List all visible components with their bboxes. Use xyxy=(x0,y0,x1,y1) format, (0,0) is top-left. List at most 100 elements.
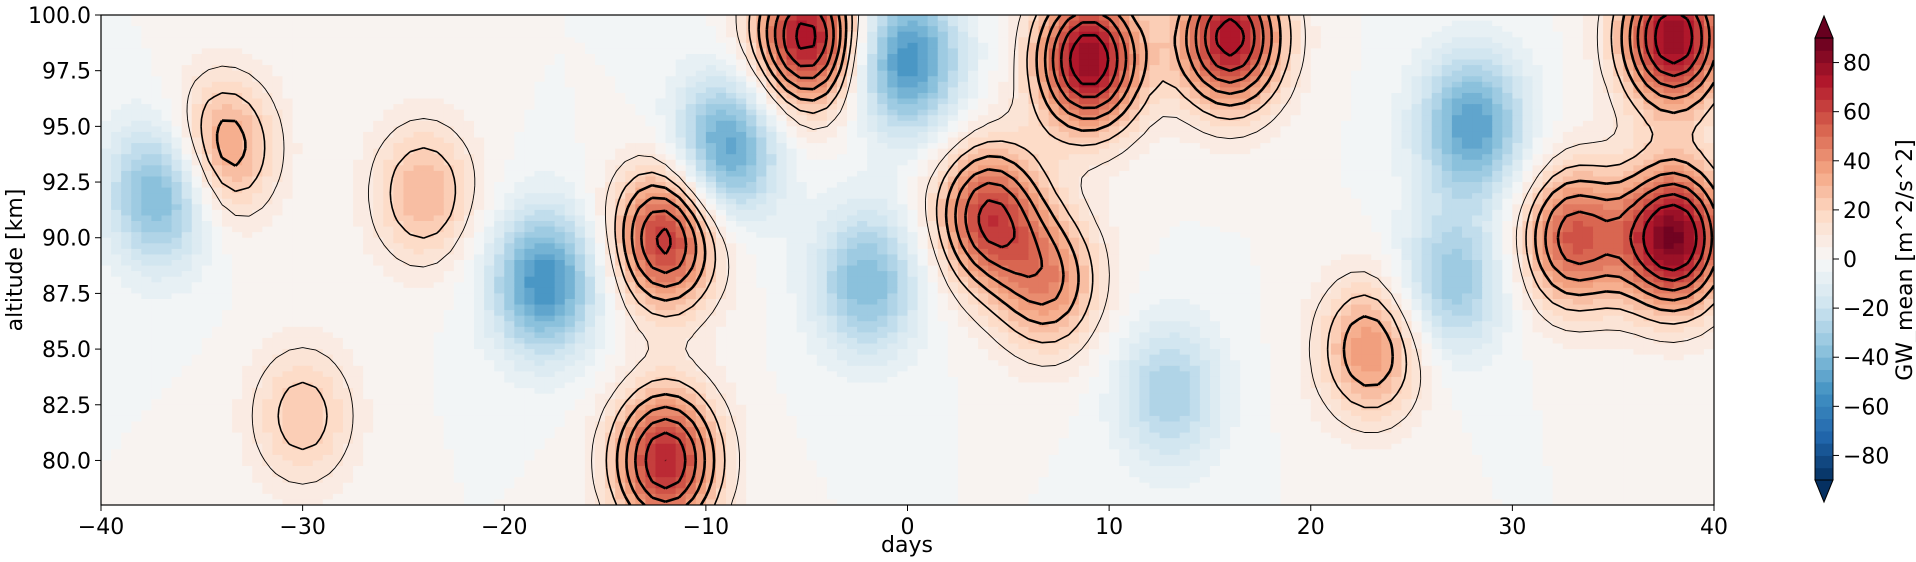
heatmap-cell xyxy=(605,65,616,72)
heatmap-cell xyxy=(554,131,566,139)
heatmap-cell xyxy=(726,15,737,22)
heatmap-cell xyxy=(504,15,515,22)
heatmap-cell xyxy=(1492,98,1503,105)
heatmap-cell xyxy=(998,81,1009,88)
heatmap-cell xyxy=(111,120,122,127)
heatmap-cell xyxy=(1582,92,1594,100)
heatmap-cell xyxy=(1532,104,1544,111)
heatmap-cell xyxy=(121,120,132,127)
heatmap-cell xyxy=(1552,154,1564,161)
heatmap-cell xyxy=(272,154,284,161)
heatmap-cell xyxy=(605,20,616,27)
heatmap-cell xyxy=(1411,104,1423,111)
heatmap-cell xyxy=(211,48,223,55)
heatmap-cell xyxy=(1068,20,1080,27)
heatmap-cell xyxy=(272,48,284,55)
heatmap-cell xyxy=(1290,53,1302,61)
heatmap-cell xyxy=(534,131,546,139)
heatmap-cell xyxy=(1542,70,1554,77)
heatmap-cell xyxy=(1038,170,1050,178)
heatmap-cell xyxy=(524,65,536,72)
heatmap-cell xyxy=(443,143,455,150)
heatmap-cell xyxy=(474,98,485,105)
heatmap-cell xyxy=(806,26,818,33)
heatmap-cell xyxy=(1673,120,1685,127)
heatmap-cell xyxy=(796,87,808,94)
heatmap-cell xyxy=(776,37,788,44)
heatmap-cell xyxy=(1542,81,1554,88)
heatmap-cell xyxy=(514,87,526,94)
heatmap-cell xyxy=(816,115,828,122)
heatmap-cell xyxy=(1371,126,1382,133)
heatmap-cell xyxy=(836,159,848,166)
heatmap-cell xyxy=(1482,76,1493,83)
heatmap-cell xyxy=(1361,42,1372,50)
heatmap-cell xyxy=(1280,120,1292,127)
heatmap-cell xyxy=(695,126,707,133)
heatmap-cell xyxy=(1502,15,1513,22)
heatmap-cell xyxy=(514,143,526,150)
heatmap-cell xyxy=(1683,120,1695,127)
heatmap-cell xyxy=(1542,182,1554,189)
heatmap-cell xyxy=(705,53,717,61)
heatmap-cell xyxy=(1290,104,1302,111)
heatmap-cell xyxy=(1492,115,1503,122)
heatmap-cell xyxy=(605,76,616,83)
heatmap-cell xyxy=(705,92,717,100)
heatmap-cell xyxy=(1411,31,1423,38)
heatmap-cell xyxy=(897,37,909,44)
heatmap-cell xyxy=(1008,165,1019,172)
heatmap-cell xyxy=(1300,104,1312,111)
heatmap-cell xyxy=(252,48,263,55)
heatmap-cell xyxy=(514,65,526,72)
heatmap-cell xyxy=(393,59,405,66)
heatmap-cell xyxy=(564,109,576,116)
heatmap-cell xyxy=(1240,109,1251,116)
heatmap-cell xyxy=(443,70,455,77)
heatmap-cell xyxy=(988,170,999,178)
heatmap-cell xyxy=(171,98,183,105)
heatmap-cell xyxy=(554,81,566,88)
heatmap-cell xyxy=(312,20,324,27)
heatmap-cell xyxy=(1169,131,1181,139)
heatmap-cell xyxy=(443,42,455,50)
heatmap-cell xyxy=(242,154,253,161)
heatmap-cell xyxy=(453,87,465,94)
heatmap-cell xyxy=(262,92,273,100)
heatmap-cell xyxy=(484,98,495,105)
heatmap-cell xyxy=(1603,48,1614,55)
heatmap-cell xyxy=(1572,137,1584,144)
heatmap-cell xyxy=(312,42,324,50)
heatmap-cell xyxy=(1290,98,1302,105)
heatmap-cell xyxy=(645,53,657,61)
heatmap-cell xyxy=(867,70,878,77)
heatmap-cell xyxy=(322,115,334,122)
heatmap-cell xyxy=(1502,182,1513,189)
heatmap-cell xyxy=(1169,159,1181,166)
heatmap-cell xyxy=(242,26,253,33)
heatmap-cell xyxy=(322,182,334,189)
heatmap-cell xyxy=(474,143,485,150)
heatmap-cell xyxy=(756,20,767,27)
heatmap-cell xyxy=(594,76,606,83)
heatmap-cell xyxy=(1391,65,1403,72)
heatmap-cell xyxy=(111,31,122,38)
heatmap-cell xyxy=(363,104,374,111)
heatmap-cell xyxy=(141,170,152,178)
heatmap-cell xyxy=(1663,20,1675,27)
heatmap-cell xyxy=(252,92,263,100)
heatmap-cell xyxy=(322,87,334,94)
heatmap-cell xyxy=(786,26,798,33)
heatmap-cell xyxy=(877,53,888,61)
heatmap-cell xyxy=(917,131,929,139)
heatmap-cell xyxy=(211,187,223,194)
heatmap-cell xyxy=(665,109,677,116)
heatmap-cell xyxy=(423,176,435,183)
heatmap-cell xyxy=(957,53,969,61)
heatmap-cell xyxy=(1441,154,1453,161)
heatmap-cell xyxy=(635,165,646,172)
heatmap-cell xyxy=(353,70,364,77)
heatmap-cell xyxy=(282,165,294,172)
heatmap-cell xyxy=(151,76,163,83)
heatmap-cell xyxy=(383,87,394,94)
